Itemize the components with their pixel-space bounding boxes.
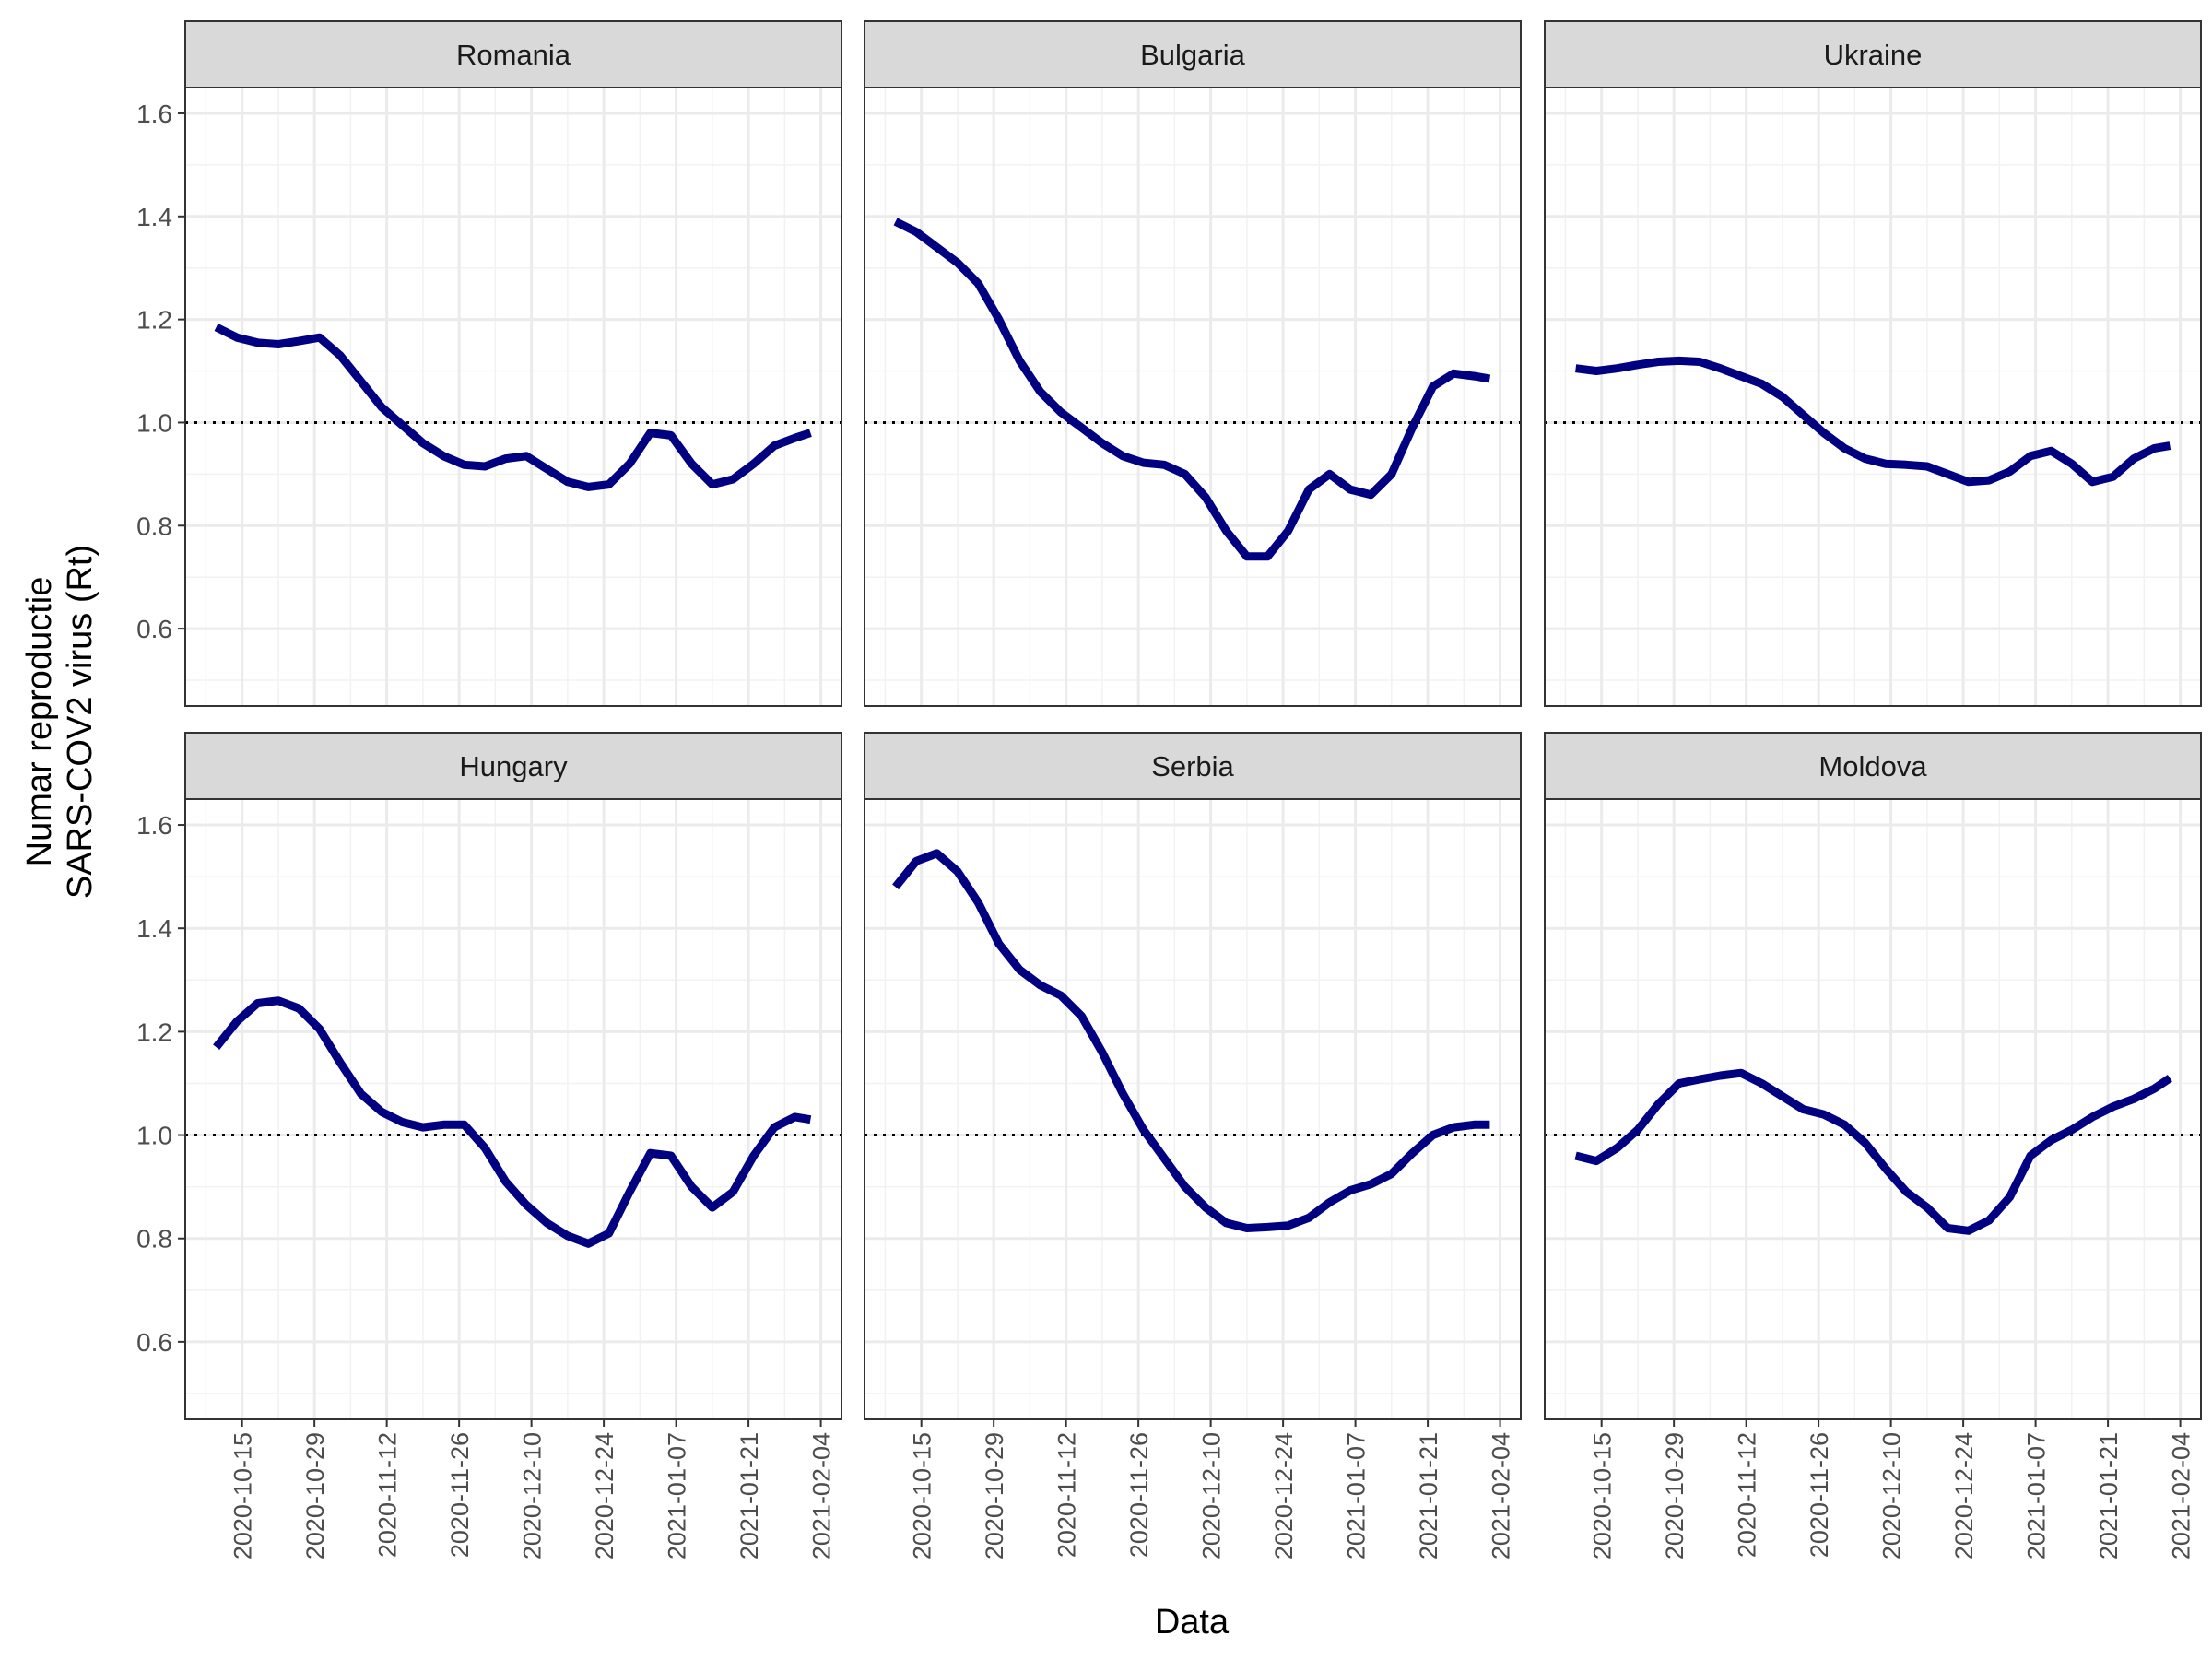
x-axis-title: Data (1155, 1603, 1230, 1641)
y-tick-label: 1.0 (136, 408, 172, 437)
strip-title: Moldova (1818, 750, 1927, 782)
strip-title: Ukraine (1824, 39, 1923, 71)
line (213, 996, 812, 1248)
x-tick-label: 2021-02-04 (1488, 1432, 1515, 1559)
x-tick-label: 2020-11-26 (1125, 1432, 1153, 1558)
panel-background (865, 799, 1521, 1419)
x-tick-label: 2020-12-24 (1950, 1432, 1978, 1559)
strip (1544, 20, 2202, 88)
x-tick-label: 2020-12-10 (1198, 1432, 1226, 1559)
x-tick-label: 2021-02-04 (2168, 1432, 2195, 1559)
strip (864, 20, 1522, 88)
x-tick-label: 2020-10-29 (981, 1432, 1008, 1559)
panel-background (185, 88, 841, 706)
x-tick-label: 2020-12-24 (591, 1432, 618, 1559)
x-tick-label: 2020-10-15 (909, 1432, 936, 1559)
x-tick-label: 2020-10-29 (1661, 1432, 1688, 1559)
x-tick-label: 2021-01-07 (664, 1432, 691, 1559)
x-tick-label: 2020-10-29 (301, 1432, 329, 1559)
strip-title: Bulgaria (1140, 39, 1245, 71)
y-axis-title-line: Numar reproductie (20, 577, 59, 867)
strip (864, 732, 1522, 800)
line (1575, 356, 2171, 487)
x-tick-label: 2020-12-10 (519, 1432, 547, 1559)
strip-title: Hungary (459, 750, 568, 782)
x-tick-label: 2020-10-15 (229, 1432, 257, 1559)
x-tick-label: 2020-10-15 (1589, 1432, 1617, 1559)
panel-background (865, 88, 1521, 706)
panel-background (1545, 88, 2201, 706)
x-tick-label: 2021-01-07 (1343, 1432, 1371, 1559)
y-axis-title: Numar reproductieSARS-COV2 virus (Rt) (20, 545, 100, 899)
strip-title: Serbia (1151, 750, 1234, 782)
x-tick-label: 2020-11-12 (374, 1432, 402, 1558)
x-tick-label: 2021-01-21 (735, 1432, 763, 1559)
y-tick-label: 1.2 (136, 306, 172, 335)
y-axis-title-line: SARS-COV2 virus (Rt) (61, 545, 100, 899)
x-tick-label: 2020-12-24 (1270, 1432, 1298, 1559)
y-tick-label: 0.6 (136, 615, 172, 643)
x-tick-label: 2020-12-10 (1878, 1432, 1906, 1559)
line (892, 849, 1490, 1232)
strip (184, 732, 842, 800)
line (1574, 1068, 2172, 1235)
strip (1544, 732, 2202, 800)
line (214, 323, 812, 491)
y-tick-label: 0.6 (136, 1328, 172, 1357)
y-tick-label: 1.6 (136, 811, 172, 840)
y-tick-label: 0.8 (136, 1225, 172, 1253)
y-tick-label: 1.4 (136, 203, 172, 231)
x-tick-label: 2021-02-04 (808, 1432, 836, 1559)
line (893, 218, 1491, 561)
x-tick-label: 2020-11-12 (1053, 1432, 1081, 1558)
x-tick-label: 2021-01-21 (2095, 1432, 2123, 1559)
strip (184, 20, 842, 88)
y-tick-label: 1.6 (136, 100, 172, 128)
y-tick-label: 0.8 (136, 512, 172, 540)
x-tick-label: 2021-01-07 (2023, 1432, 2051, 1559)
x-tick-label: 2021-01-21 (1415, 1432, 1442, 1559)
x-tick-label: 2020-11-12 (1734, 1432, 1761, 1558)
x-tick-label: 2020-11-26 (446, 1432, 474, 1558)
y-tick-label: 1.2 (136, 1018, 172, 1046)
strip-title: Romania (456, 39, 571, 71)
y-tick-label: 1.0 (136, 1122, 172, 1150)
x-tick-label: 2020-11-26 (1806, 1432, 1833, 1558)
panel-background (185, 799, 841, 1419)
y-tick-label: 1.4 (136, 914, 172, 943)
